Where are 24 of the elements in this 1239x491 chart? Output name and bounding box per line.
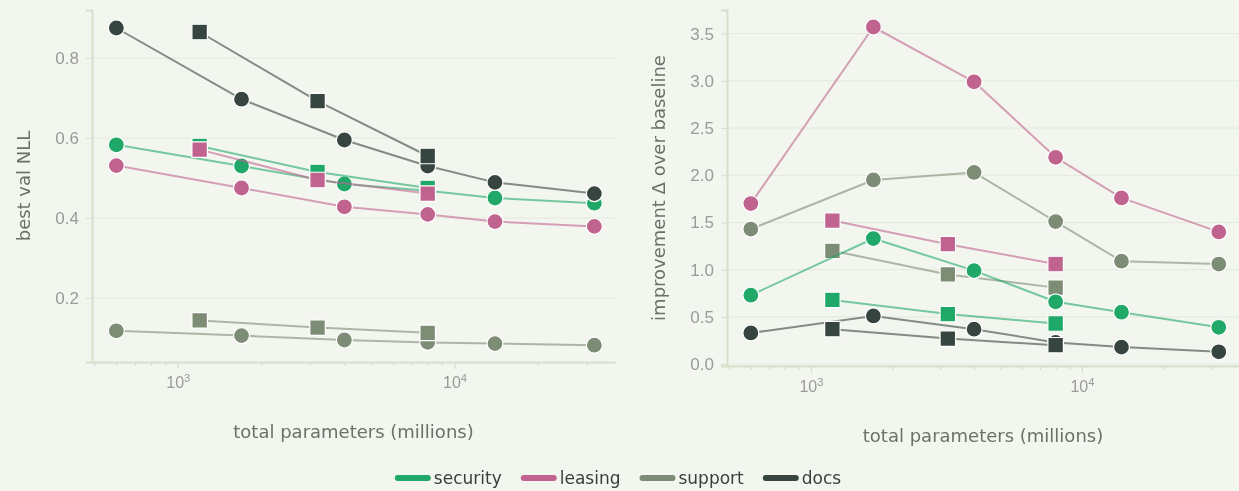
y-tick-label: 0.0 [690,355,714,375]
x-tick-label: 10$^{4}$ [1070,376,1095,395]
y-axis-title: improvement Δ over baseline [648,55,669,321]
y-tick-label: 0.5 [690,307,714,327]
y-tick-label: 3.0 [690,71,714,91]
y-tick-label: 1.0 [690,260,714,280]
x-axis-title: total parameters (millions) [233,421,474,442]
y-axis-title: best val NLL [13,130,34,242]
x-axis-title: total parameters (millions) [862,425,1104,446]
y-tick-label: 1.5 [690,213,714,233]
legend-label: docs [801,468,842,488]
y-tick-label: 2.0 [690,166,714,186]
y-tick-label: 0.8 [55,48,79,68]
legend-label: security [433,468,502,488]
x-tick-label: 10$^{3}$ [166,372,191,391]
y-tick-label: 0.4 [55,208,79,228]
legend-label: leasing [559,468,621,488]
x-tick-label: 10$^{4}$ [443,372,468,391]
legend-label: support [678,468,745,488]
y-tick-label: 0.6 [55,128,79,148]
x-tick-label: 10$^{3}$ [799,376,824,395]
y-tick-label: 3.5 [690,24,714,44]
y-tick-label: 0.2 [55,288,79,308]
y-tick-label: 2.5 [690,118,714,138]
